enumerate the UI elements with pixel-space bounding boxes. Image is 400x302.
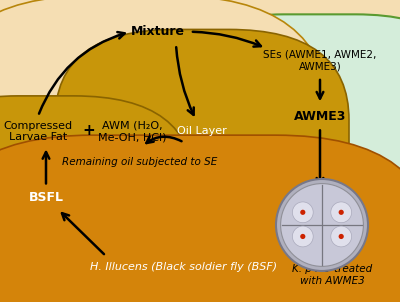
Text: Compressed
Larvae Fat: Compressed Larvae Fat <box>4 120 72 142</box>
FancyBboxPatch shape <box>0 0 329 267</box>
Text: Remaining oil subjected to SE: Remaining oil subjected to SE <box>62 156 218 167</box>
Ellipse shape <box>281 184 363 266</box>
FancyBboxPatch shape <box>104 0 400 198</box>
Ellipse shape <box>276 179 368 271</box>
Text: Mixture: Mixture <box>131 25 185 38</box>
Text: AWM (H₂O,
Me-OH, HCl): AWM (H₂O, Me-OH, HCl) <box>98 120 166 142</box>
FancyBboxPatch shape <box>0 0 233 267</box>
Text: K. p M9 treated
with AWME3: K. p M9 treated with AWME3 <box>292 264 372 286</box>
Ellipse shape <box>331 226 352 247</box>
Ellipse shape <box>331 202 352 223</box>
Ellipse shape <box>300 234 306 239</box>
Text: H. Illucens (Black soldier fly (BSF): H. Illucens (Black soldier fly (BSF) <box>90 262 278 272</box>
FancyBboxPatch shape <box>0 0 349 165</box>
Ellipse shape <box>338 210 344 215</box>
Ellipse shape <box>292 226 313 247</box>
FancyBboxPatch shape <box>55 30 349 233</box>
FancyBboxPatch shape <box>0 135 400 302</box>
FancyBboxPatch shape <box>0 96 194 300</box>
Text: BSFL: BSFL <box>28 191 64 204</box>
FancyBboxPatch shape <box>164 14 400 218</box>
Text: SEs (AWME1, AWME2,
AWME3): SEs (AWME1, AWME2, AWME3) <box>263 50 377 71</box>
Ellipse shape <box>338 234 344 239</box>
Text: AWME3: AWME3 <box>294 110 346 123</box>
Ellipse shape <box>300 210 306 215</box>
Ellipse shape <box>292 202 313 223</box>
Text: Oil Layer: Oil Layer <box>177 126 227 137</box>
Text: +: + <box>82 123 95 138</box>
